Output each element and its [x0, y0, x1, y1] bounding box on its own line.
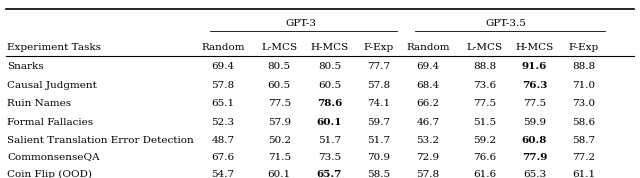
- Text: 72.9: 72.9: [416, 153, 440, 161]
- Text: Random: Random: [201, 43, 244, 52]
- Text: 80.5: 80.5: [268, 62, 291, 71]
- Text: 60.5: 60.5: [268, 81, 291, 90]
- Text: 65.3: 65.3: [523, 170, 546, 178]
- Text: 69.4: 69.4: [416, 62, 440, 71]
- Text: 71.0: 71.0: [573, 81, 596, 90]
- Text: 59.7: 59.7: [367, 118, 390, 127]
- Text: 91.6: 91.6: [522, 62, 547, 71]
- Text: Ruin Names: Ruin Names: [7, 99, 71, 108]
- Text: Random: Random: [406, 43, 450, 52]
- Text: Salient Translation Error Detection: Salient Translation Error Detection: [7, 136, 194, 145]
- Text: F-Exp: F-Exp: [364, 43, 394, 52]
- Text: 61.6: 61.6: [473, 170, 496, 178]
- Text: 88.8: 88.8: [473, 62, 496, 71]
- Text: 76.3: 76.3: [522, 81, 547, 90]
- Text: 59.2: 59.2: [473, 136, 496, 145]
- Text: GPT-3.5: GPT-3.5: [485, 19, 526, 28]
- Text: 66.2: 66.2: [416, 99, 440, 108]
- Text: 57.8: 57.8: [211, 81, 234, 90]
- Text: H-MCS: H-MCS: [515, 43, 554, 52]
- Text: 58.6: 58.6: [573, 118, 596, 127]
- Text: 68.4: 68.4: [416, 81, 440, 90]
- Text: 74.1: 74.1: [367, 99, 390, 108]
- Text: 53.2: 53.2: [416, 136, 440, 145]
- Text: H-MCS: H-MCS: [310, 43, 349, 52]
- Text: 80.5: 80.5: [318, 62, 341, 71]
- Text: 46.7: 46.7: [416, 118, 440, 127]
- Text: 67.6: 67.6: [211, 153, 234, 161]
- Text: 60.1: 60.1: [268, 170, 291, 178]
- Text: 57.8: 57.8: [416, 170, 440, 178]
- Text: 73.6: 73.6: [473, 81, 496, 90]
- Text: 58.7: 58.7: [573, 136, 596, 145]
- Text: 61.1: 61.1: [573, 170, 596, 178]
- Text: 76.6: 76.6: [473, 153, 496, 161]
- Text: 77.5: 77.5: [473, 99, 496, 108]
- Text: 60.1: 60.1: [317, 118, 342, 127]
- Text: 60.5: 60.5: [318, 81, 341, 90]
- Text: 65.1: 65.1: [211, 99, 234, 108]
- Text: 78.6: 78.6: [317, 99, 342, 108]
- Text: Coin Flip (OOD): Coin Flip (OOD): [7, 170, 92, 178]
- Text: L-MCS: L-MCS: [467, 43, 502, 52]
- Text: 57.9: 57.9: [268, 118, 291, 127]
- Text: 77.5: 77.5: [268, 99, 291, 108]
- Text: 60.8: 60.8: [522, 136, 547, 145]
- Text: 77.9: 77.9: [522, 153, 547, 161]
- Text: 73.5: 73.5: [318, 153, 341, 161]
- Text: 65.7: 65.7: [317, 170, 342, 178]
- Text: 88.8: 88.8: [573, 62, 596, 71]
- Text: L-MCS: L-MCS: [261, 43, 298, 52]
- Text: 73.0: 73.0: [573, 99, 596, 108]
- Text: Formal Fallacies: Formal Fallacies: [7, 118, 93, 127]
- Text: 59.9: 59.9: [523, 118, 546, 127]
- Text: 58.5: 58.5: [367, 170, 390, 178]
- Text: 77.2: 77.2: [573, 153, 596, 161]
- Text: 51.7: 51.7: [318, 136, 341, 145]
- Text: Causal Judgment: Causal Judgment: [7, 81, 97, 90]
- Text: 77.7: 77.7: [367, 62, 390, 71]
- Text: 57.8: 57.8: [367, 81, 390, 90]
- Text: 51.7: 51.7: [367, 136, 390, 145]
- Text: Experiment Tasks: Experiment Tasks: [7, 43, 101, 52]
- Text: 54.7: 54.7: [211, 170, 234, 178]
- Text: 69.4: 69.4: [211, 62, 234, 71]
- Text: 71.5: 71.5: [268, 153, 291, 161]
- Text: GPT-3: GPT-3: [285, 19, 316, 28]
- Text: 52.3: 52.3: [211, 118, 234, 127]
- Text: 48.7: 48.7: [211, 136, 234, 145]
- Text: CommonsenseQA: CommonsenseQA: [7, 153, 100, 161]
- Text: F-Exp: F-Exp: [569, 43, 599, 52]
- Text: Snarks: Snarks: [7, 62, 44, 71]
- Text: 70.9: 70.9: [367, 153, 390, 161]
- Text: 50.2: 50.2: [268, 136, 291, 145]
- Text: 77.5: 77.5: [523, 99, 546, 108]
- Text: 51.5: 51.5: [473, 118, 496, 127]
